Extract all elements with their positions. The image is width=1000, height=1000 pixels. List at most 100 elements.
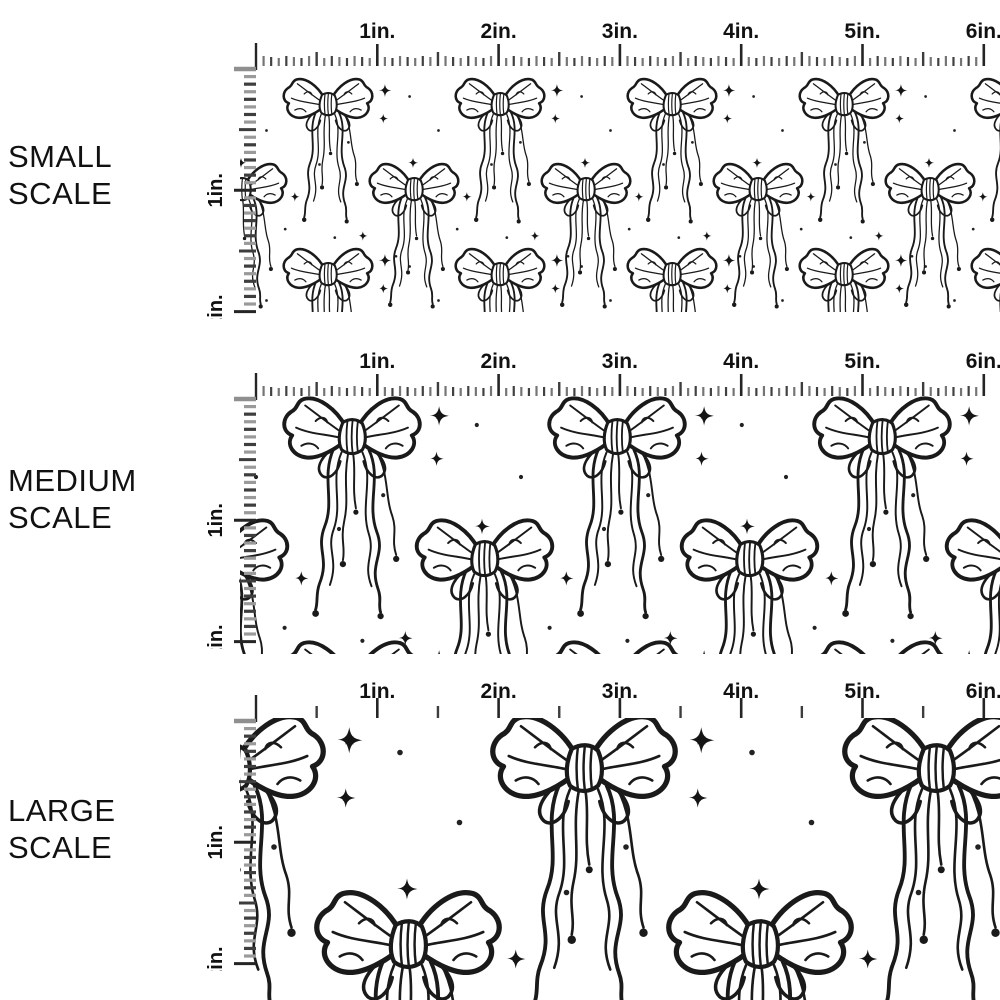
sparkle-icon — [751, 157, 763, 168]
ruler-inch-label: 6in. — [966, 680, 1000, 703]
dot-mark — [953, 299, 956, 302]
sparkle-icon — [894, 113, 904, 124]
sparkle-icon — [959, 650, 979, 654]
dot-mark — [625, 638, 630, 643]
vertical-ruler-medium: 1in. 2in. — [200, 396, 256, 649]
sparkle-icon — [429, 451, 444, 466]
sparkle-icon — [550, 84, 564, 97]
ruler-inch-label: 3in. — [602, 350, 638, 373]
dot-mark — [971, 227, 975, 231]
dot-mark — [691, 141, 694, 144]
sparkle-icon — [336, 727, 363, 754]
dot-mark — [623, 844, 629, 850]
sparkle-icon — [396, 878, 418, 900]
horizontal-ruler-small: 1in. 2in. 3in. 4in. 5in. 6in. — [0, 14, 1000, 71]
sparkle-icon — [530, 231, 540, 241]
dot-mark — [834, 163, 837, 166]
sparkle-icon — [358, 231, 368, 241]
sparkle-icon — [959, 406, 979, 426]
bow-motif — [282, 77, 374, 225]
dot-mark — [408, 95, 411, 98]
bow-motif — [317, 893, 499, 1000]
sparkle-icon — [378, 84, 392, 97]
dot-mark — [739, 422, 744, 428]
sparkle-icon — [694, 650, 714, 654]
dot-mark — [924, 95, 927, 98]
scale-label-line: LARGE — [8, 793, 116, 828]
bow-motif — [626, 247, 718, 312]
vertical-ruler-large: 1in. 2in. — [200, 718, 256, 971]
dot-mark — [336, 526, 342, 532]
bow-motif — [547, 640, 687, 654]
ruler-inch-label: 6in. — [966, 20, 1000, 43]
ruler-inch-label-vertical: 1in. — [205, 173, 227, 207]
horizontal-ruler-svg: 1in. 2in. 3in. 4in. 5in. 6in. — [254, 680, 1000, 722]
sparkle-icon — [978, 192, 988, 202]
ruler-inch-label-vertical: 2in. — [205, 294, 227, 318]
scale-label-medium: MEDIUM SCALE — [8, 462, 137, 536]
sparkle-icon — [702, 231, 712, 241]
sparkle-icon — [550, 113, 560, 124]
sparkle-icon — [722, 84, 736, 97]
sparkle-icon — [722, 254, 736, 267]
dot-mark — [677, 236, 681, 239]
horizontal-ruler-medium: 1in. 2in. 3in. 4in. 5in. 6in. — [0, 344, 1000, 401]
sparkle-icon — [923, 157, 935, 168]
bow-motif — [282, 247, 374, 312]
dot-mark — [752, 95, 755, 98]
scale-label-line: SCALE — [8, 176, 113, 211]
sparkle-icon — [559, 571, 574, 586]
sparkle-icon — [894, 254, 908, 267]
dot-mark — [437, 299, 440, 302]
horizontal-ruler-large: 1in. 2in. 3in. 4in. 5in. 6in. — [0, 674, 1000, 723]
bow-motif — [454, 77, 546, 225]
dot-mark — [580, 95, 583, 98]
ruler-inch-label-vertical: 1in. — [205, 825, 227, 859]
sparkle-icon — [378, 283, 388, 294]
sparkle-icon — [858, 949, 878, 969]
dot-mark — [808, 819, 815, 826]
pattern-tile-svg — [240, 718, 1000, 1000]
pattern-swatch-large — [240, 718, 1000, 1000]
dot-mark — [455, 227, 459, 231]
dot-mark — [975, 844, 981, 850]
dot-mark — [601, 526, 607, 532]
dot-mark — [519, 141, 522, 144]
dot-mark — [738, 254, 742, 258]
sparkle-icon — [474, 518, 490, 535]
bow-motif — [679, 518, 820, 654]
horizontal-ruler-svg: 1in. 2in. 3in. 4in. 5in. 6in. — [254, 20, 1000, 70]
vertical-ruler-svg: 1in. 2in. — [205, 718, 256, 971]
sparkle-icon — [688, 788, 708, 808]
sparkle-icon — [894, 283, 904, 294]
dot-mark — [505, 236, 509, 239]
dot-mark — [547, 625, 552, 630]
ruler-inch-label: 4in. — [723, 20, 759, 43]
pattern-swatch-medium — [240, 396, 1000, 654]
dot-mark — [347, 141, 350, 144]
sparkle-icon — [694, 451, 709, 466]
bow-motif — [547, 396, 687, 622]
sparkle-icon — [824, 571, 839, 586]
dot-mark — [265, 129, 268, 132]
sparkle-icon — [294, 571, 309, 586]
vertical-ruler-svg: 1in. 2in. — [205, 66, 256, 319]
dot-mark — [627, 227, 631, 231]
dot-mark — [646, 493, 651, 498]
sparkle-icon — [688, 727, 715, 754]
ruler-inch-label: 3in. — [602, 20, 638, 43]
pattern-swatch-small — [240, 66, 1000, 312]
dot-mark — [783, 474, 789, 480]
dot-mark — [662, 163, 665, 166]
sparkle-icon — [378, 113, 388, 124]
ruler-inch-label: 1in. — [359, 350, 395, 373]
bow-motif — [812, 640, 952, 654]
scale-label-line: SCALE — [8, 500, 113, 535]
sparkle-icon — [407, 157, 419, 168]
dot-mark — [863, 141, 866, 144]
sparkle-icon — [694, 406, 714, 426]
bow-motif — [282, 396, 422, 622]
horizontal-ruler-svg: 1in. 2in. 3in. 4in. 5in. 6in. — [254, 350, 1000, 400]
ruler-inch-label: 2in. — [481, 350, 517, 373]
